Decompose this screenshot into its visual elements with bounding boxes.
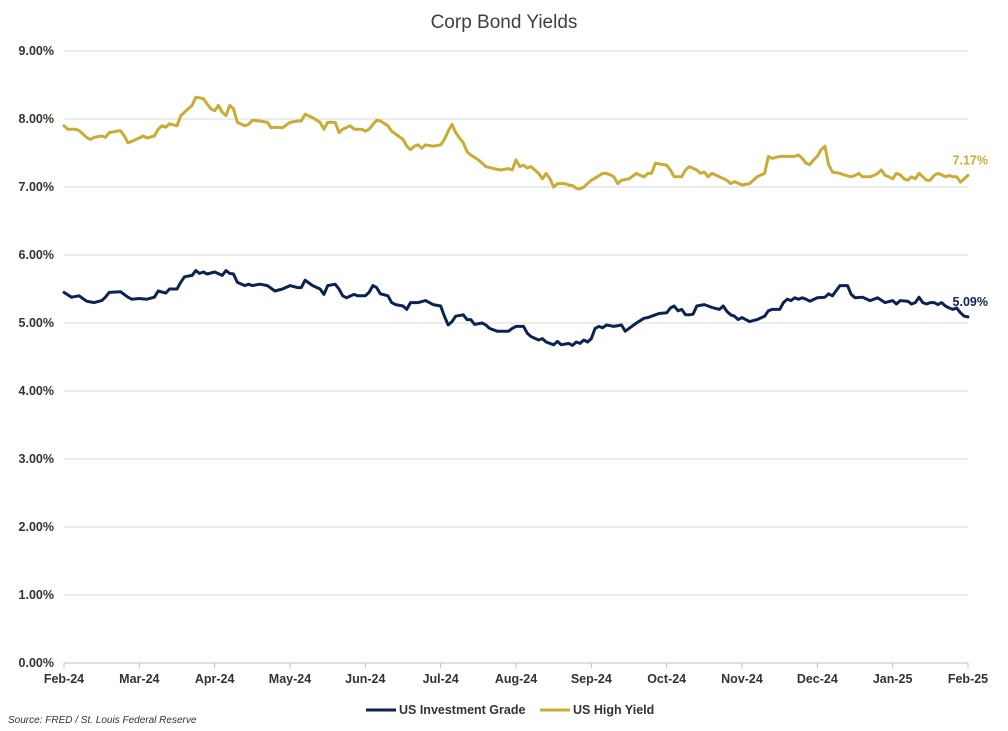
y-tick-label: 0.00% (19, 656, 54, 670)
x-tick-label: Jan-25 (873, 672, 913, 686)
legend: US Investment Grade US High Yield (366, 703, 654, 717)
end-value-label: 5.09% (953, 295, 988, 309)
y-tick-label: 1.00% (19, 588, 54, 602)
gridlines (64, 50, 968, 664)
x-tick-label: Sep-24 (571, 672, 612, 686)
series-line-0 (62, 269, 970, 347)
source-note: Source: FRED / St. Louis Federal Reserve (8, 715, 197, 726)
end-labels: 5.09% 7.17% (953, 153, 988, 308)
legend-label: US Investment Grade (399, 703, 525, 717)
y-tick-label: 7.00% (19, 180, 54, 194)
y-tick-label: 6.00% (19, 248, 54, 262)
y-tick-label: 3.00% (19, 452, 54, 466)
y-tick-label: 8.00% (19, 112, 54, 126)
x-tick-label: Dec-24 (797, 672, 838, 686)
end-value-label: 7.17% (953, 153, 988, 167)
x-tick-label: Jul-24 (423, 672, 459, 686)
x-tick-label: Oct-24 (647, 672, 686, 686)
y-tick-label: 2.00% (19, 520, 54, 534)
x-tick-label: May-24 (269, 672, 311, 686)
series-line-1 (62, 95, 970, 191)
series-lines (62, 95, 970, 347)
x-tick-label: Jun-24 (345, 672, 385, 686)
x-tick-label: Feb-25 (948, 672, 988, 686)
y-axis-ticks: 0.00% 1.00% 2.00% 3.00% 4.00% 5.00% 6.00% 7.00%… (19, 44, 54, 670)
x-tick-label: Nov-24 (721, 672, 763, 686)
x-tick-label: Aug-24 (495, 672, 537, 686)
y-tick-label: 9.00% (19, 44, 54, 58)
x-axis-ticks: Feb-24 Mar-24 Apr-24 May-24 Jun-24 Jul-24 Aug-… (44, 663, 988, 686)
y-tick-label: 5.00% (19, 316, 54, 330)
x-tick-label: Feb-24 (44, 672, 84, 686)
y-tick-label: 4.00% (19, 384, 54, 398)
x-tick-label: Apr-24 (195, 672, 235, 686)
legend-label: US High Yield (573, 703, 654, 717)
x-tick-label: Mar-24 (119, 672, 159, 686)
chart-title: Corp Bond Yields (431, 12, 578, 33)
